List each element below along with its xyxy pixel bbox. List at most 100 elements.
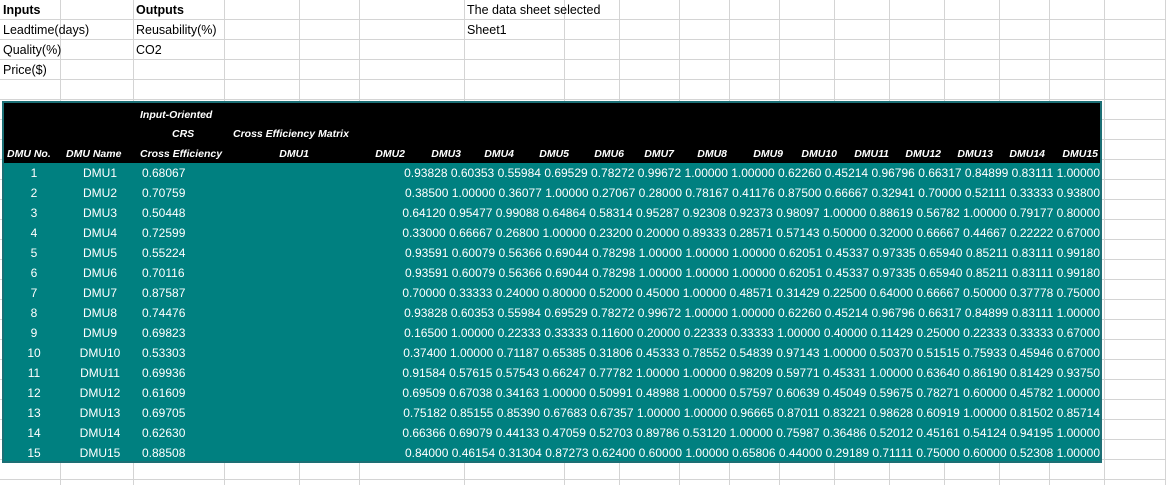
matrix-value[interactable]: 0.16500 (404, 326, 448, 340)
matrix-value[interactable]: 0.78272 (591, 166, 635, 180)
matrix-value[interactable]: 0.33333 (1009, 186, 1054, 200)
matrix-value[interactable]: 0.92373 (729, 206, 773, 220)
grid-cell[interactable] (620, 60, 680, 80)
matrix-value[interactable]: 0.67683 (543, 406, 587, 420)
matrix-values-cell[interactable]: 0.75182 0.85155 0.85390 0.67683 0.67357 … (226, 403, 1100, 423)
matrix-value[interactable]: 0.50370 (869, 346, 914, 360)
grid-cell[interactable] (134, 0, 225, 20)
dmu-number-cell[interactable]: 11 (27, 366, 41, 380)
matrix-value[interactable]: 1.00000 (682, 386, 727, 400)
matrix-value[interactable]: 0.93828 (404, 166, 448, 180)
cross-efficiency-cell[interactable]: 0.70116 (142, 266, 185, 280)
matrix-value[interactable]: 0.93800 (1056, 186, 1100, 200)
cross-efficiency-cell[interactable]: 0.69823 (142, 326, 186, 340)
grid-cell[interactable] (225, 460, 300, 480)
table-row[interactable]: 2 DMU2 0.70759 0.38500 1.00000 0.36077 1.00… (4, 183, 1100, 203)
dmu-name-cell[interactable]: DMU12 (79, 386, 121, 400)
grid-cell[interactable] (730, 40, 780, 60)
matrix-value[interactable]: 1.00000 (638, 266, 683, 280)
matrix-value[interactable]: 0.28571 (729, 226, 773, 240)
matrix-value[interactable]: 1.00000 (822, 206, 867, 220)
matrix-value[interactable]: 0.54839 (729, 346, 773, 360)
matrix-value[interactable]: 0.83111 (1011, 306, 1054, 320)
grid-cell[interactable] (780, 60, 835, 80)
grid-cell[interactable] (620, 20, 680, 40)
matrix-values-cell[interactable]: 0.93591 0.60079 0.56366 0.69044 0.78298 … (226, 263, 1100, 283)
matrix-value[interactable]: 1.00000 (731, 166, 775, 180)
matrix-value[interactable]: 0.97143 (776, 346, 820, 360)
matrix-value[interactable]: 0.94195 (1009, 426, 1054, 440)
grid-cell[interactable] (225, 480, 300, 485)
grid-cell[interactable] (780, 460, 835, 480)
matrix-value[interactable]: 0.36077 (498, 186, 542, 200)
matrix-value[interactable]: 1.00000 (731, 306, 775, 320)
grid-cell[interactable] (61, 60, 134, 80)
dmu-number-cell[interactable]: 8 (30, 306, 38, 320)
grid-cell[interactable] (465, 480, 565, 485)
grid-cell[interactable] (300, 60, 360, 80)
matrix-value[interactable]: 0.32000 (869, 226, 914, 240)
matrix-values-cell[interactable]: 0.33000 0.66667 0.26800 1.00000 0.23200 … (226, 223, 1100, 243)
outputs-header[interactable]: Outputs (136, 3, 184, 17)
matrix-value[interactable]: 1.00000 (542, 226, 586, 240)
grid-cell[interactable] (1000, 480, 1050, 485)
grid-cell[interactable] (835, 20, 890, 40)
dmu-name-cell[interactable]: DMU15 (79, 446, 121, 460)
matrix-value[interactable]: 0.62051 (778, 246, 823, 260)
matrix-value[interactable]: 0.75182 (403, 406, 447, 420)
matrix-value[interactable]: 0.99672 (637, 166, 682, 180)
grid-cell[interactable] (134, 80, 225, 100)
matrix-values-cell[interactable]: 0.16500 1.00000 0.22333 0.33333 0.11600 … (226, 323, 1100, 343)
matrix-value[interactable]: 0.83111 (1011, 246, 1054, 260)
matrix-value[interactable]: 0.93591 (405, 266, 449, 280)
grid-cell[interactable] (134, 20, 225, 40)
matrix-value[interactable]: 0.37778 (1009, 286, 1054, 300)
grid-cell[interactable] (1050, 460, 1105, 480)
matrix-value[interactable]: 0.81429 (1009, 366, 1054, 380)
matrix-value[interactable]: 0.50000 (963, 286, 1007, 300)
matrix-value[interactable]: 0.25000 (916, 326, 960, 340)
cross-efficiency-cell[interactable]: 0.62630 (142, 426, 186, 440)
dmu-number-cell[interactable]: 10 (27, 346, 41, 360)
grid-cell[interactable] (360, 460, 465, 480)
matrix-value[interactable]: 0.81502 (1009, 406, 1054, 420)
matrix-value[interactable]: 0.62051 (778, 266, 823, 280)
matrix-value[interactable]: 0.99088 (495, 206, 540, 220)
grid-cell[interactable] (465, 20, 565, 40)
grid-cell[interactable] (465, 80, 565, 100)
grid-cell[interactable] (1105, 400, 1166, 420)
dmu-name-cell[interactable]: DMU3 (82, 206, 117, 220)
output-item-reusability[interactable]: Reusability(%) (136, 23, 217, 37)
grid-cell[interactable] (1105, 280, 1166, 300)
matrix-value[interactable]: 0.47059 (542, 426, 586, 440)
grid-cell[interactable] (1105, 240, 1166, 260)
matrix-value[interactable]: 0.41176 (732, 186, 775, 200)
grid-cell[interactable] (1050, 0, 1105, 20)
grid-cell[interactable] (61, 20, 134, 40)
grid-cell[interactable] (465, 460, 565, 480)
dmu-number-cell[interactable]: 9 (30, 326, 38, 340)
grid-cell[interactable] (360, 60, 465, 80)
matrix-value[interactable]: 0.45331 (822, 366, 867, 380)
grid-cell[interactable] (465, 60, 565, 80)
table-row[interactable]: 7 DMU7 0.87587 0.70000 0.33333 0.24000 0.80… (4, 283, 1100, 303)
matrix-value[interactable]: 1.00000 (1056, 306, 1100, 320)
matrix-value[interactable]: 0.60079 (451, 246, 496, 260)
grid-cell[interactable] (1105, 340, 1166, 360)
matrix-value[interactable]: 0.55984 (497, 166, 541, 180)
table-row[interactable]: 14 DMU14 0.62630 0.66366 0.69079 0.44133 0.… (4, 423, 1100, 443)
matrix-value[interactable]: 0.62260 (777, 306, 822, 320)
matrix-value[interactable]: 0.26800 (495, 226, 540, 240)
matrix-value[interactable]: 0.57543 (495, 366, 540, 380)
input-item-leadtime[interactable]: Leadtime(days) (3, 23, 90, 37)
matrix-value[interactable]: 0.64000 (869, 286, 914, 300)
matrix-value[interactable]: 1.00000 (822, 346, 867, 360)
grid-cell[interactable] (61, 460, 134, 480)
matrix-value[interactable]: 0.97335 (872, 266, 916, 280)
matrix-value[interactable]: 0.52703 (589, 426, 633, 440)
input-item-price[interactable]: Price($) (3, 63, 47, 77)
grid-cell[interactable] (890, 480, 945, 485)
grid-cell[interactable] (225, 0, 300, 20)
matrix-value[interactable]: 0.71111 (872, 446, 914, 460)
matrix-value[interactable]: 0.11429 (870, 326, 914, 340)
